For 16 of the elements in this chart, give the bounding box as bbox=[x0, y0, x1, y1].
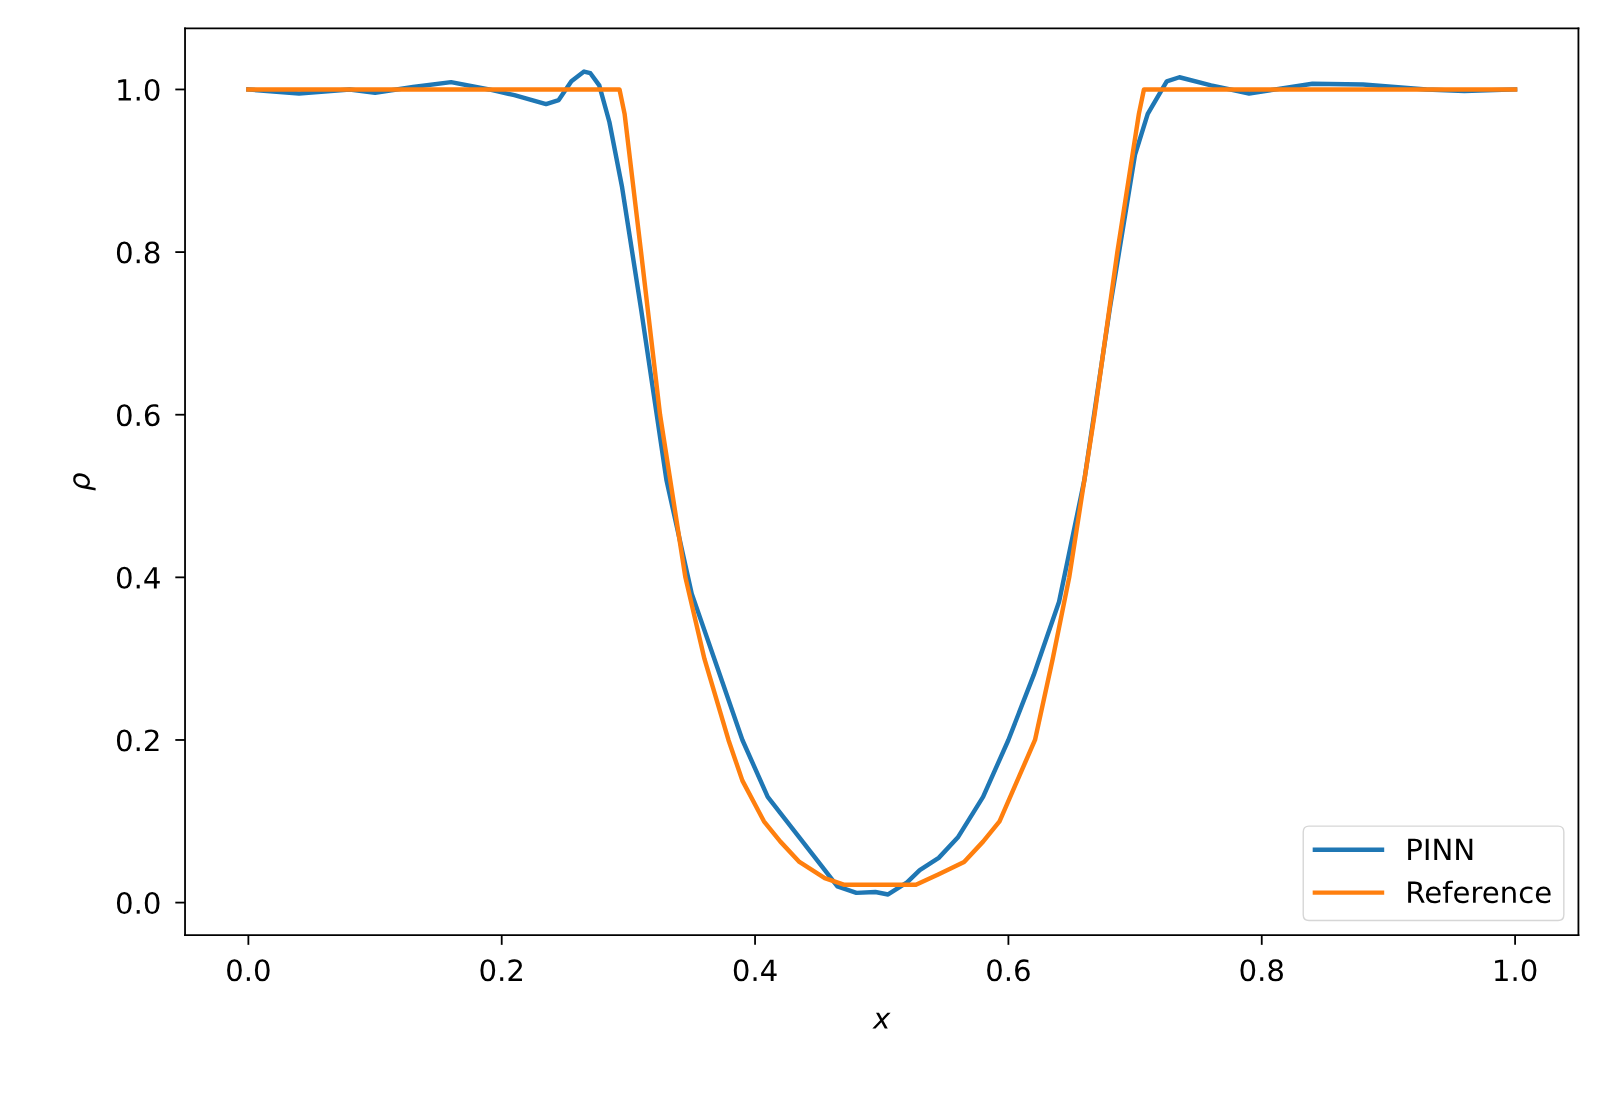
y-axis-title: ρ bbox=[73, 473, 96, 491]
legend-label: PINN bbox=[1408, 838, 1473, 860]
x-tick-label: 0.6 bbox=[987, 959, 1030, 982]
legend-label: Reference bbox=[1408, 880, 1551, 904]
x-tick-label: 0.0 bbox=[227, 959, 270, 982]
x-axis-title: x bbox=[872, 1012, 891, 1029]
y-tick-label: 0.2 bbox=[116, 729, 159, 752]
x-tick-label: 0.8 bbox=[1240, 959, 1283, 982]
y-tick-label: 0.0 bbox=[116, 892, 160, 915]
y-tick-label: 0.4 bbox=[116, 566, 160, 589]
x-tick-label: 0.4 bbox=[733, 959, 777, 982]
x-tick-label: 1.0 bbox=[1495, 959, 1537, 982]
y-tick-label: 0.6 bbox=[116, 404, 160, 427]
x-tick-label: 0.2 bbox=[480, 959, 522, 982]
y-tick-label: 0.8 bbox=[116, 241, 160, 264]
y-tick-label: 1.0 bbox=[118, 78, 160, 101]
